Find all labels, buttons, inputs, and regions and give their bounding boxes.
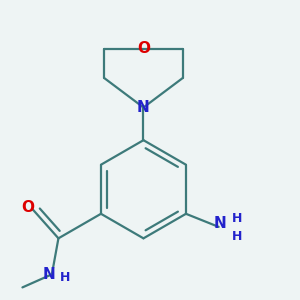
Text: N: N [137,100,150,115]
Text: O: O [21,200,34,215]
Text: N: N [42,267,55,282]
Text: H: H [232,230,242,243]
Text: N: N [214,216,227,231]
Text: H: H [60,271,70,284]
Text: O: O [137,41,150,56]
Text: H: H [232,212,242,225]
